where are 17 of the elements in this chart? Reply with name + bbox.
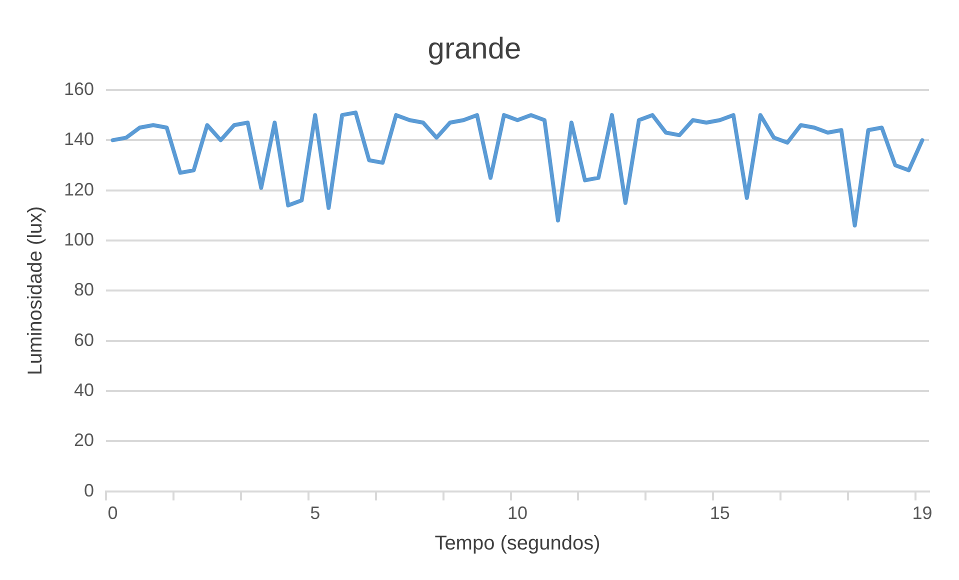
y-tick-label: 100 [64, 229, 94, 250]
y-axis-title: Luminosidade (lux) [24, 206, 47, 376]
y-tick-label: 140 [64, 129, 94, 150]
x-tick-label: 0 [108, 503, 118, 524]
y-tick-label: 60 [74, 330, 94, 350]
chart-title: grande [428, 32, 522, 66]
y-tick-label: 120 [64, 179, 94, 200]
y-tick-label: 80 [74, 280, 94, 300]
y-tick-label: 0 [84, 480, 94, 500]
y-tick-label: 20 [74, 430, 94, 450]
y-tick-label: 40 [74, 380, 94, 400]
x-axis-title: Tempo (segundos) [434, 532, 600, 555]
x-tick-label: 5 [310, 503, 320, 524]
x-tick-label: 10 [508, 503, 528, 524]
x-tick-label: 19 [912, 503, 932, 524]
y-tick-label: 160 [64, 78, 94, 99]
x-tick-label: 15 [710, 503, 730, 524]
